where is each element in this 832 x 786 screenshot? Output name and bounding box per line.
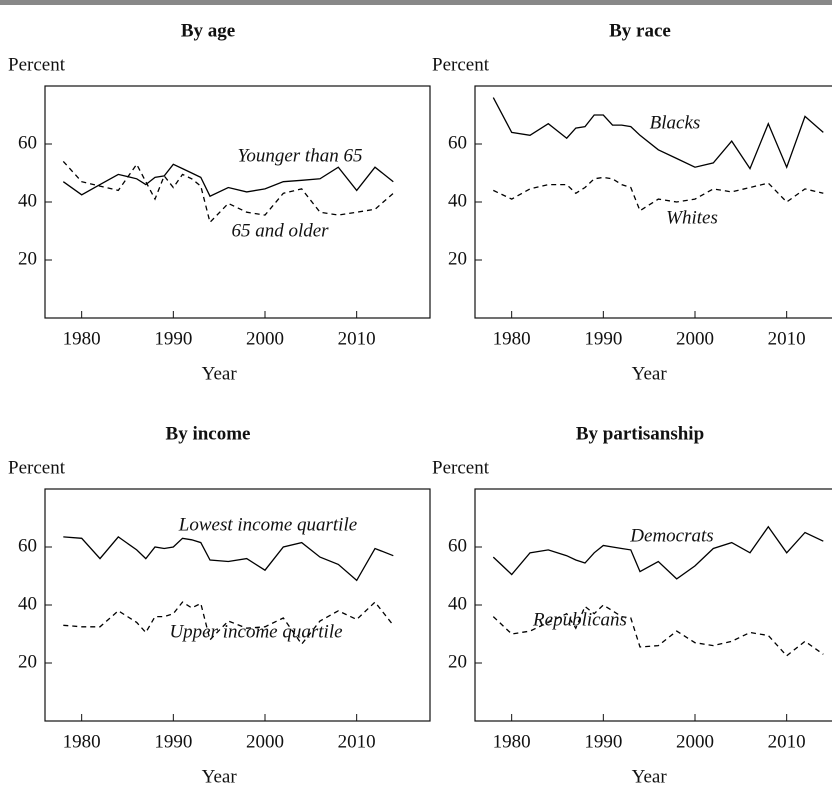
- series-label: Democrats: [629, 525, 713, 546]
- x-tick-label: 1990: [584, 328, 622, 349]
- x-tick-label: 2000: [676, 731, 714, 752]
- y-tick-label: 60: [18, 132, 37, 153]
- x-axis-label: Year: [202, 766, 238, 786]
- series-line: [62, 160, 394, 224]
- chart-title: By race: [609, 20, 671, 41]
- x-axis-label: Year: [632, 363, 668, 384]
- top-bar: [0, 0, 832, 5]
- y-axis-label: Percent: [432, 457, 490, 478]
- x-tick-label: 1980: [63, 731, 101, 752]
- y-tick-label: 40: [448, 190, 467, 211]
- x-tick-label: 1980: [493, 328, 531, 349]
- y-tick-label: 20: [18, 248, 37, 269]
- y-tick-label: 20: [448, 651, 467, 672]
- x-tick-label: 2000: [246, 731, 284, 752]
- y-axis-label: Percent: [432, 54, 490, 75]
- series-line: [62, 163, 394, 198]
- y-tick-label: 20: [448, 248, 467, 269]
- series-label: Blacks: [650, 112, 701, 133]
- y-axis-label: Percent: [8, 54, 66, 75]
- series-line: [63, 601, 394, 646]
- x-tick-label: 2010: [768, 328, 806, 349]
- series-line: [492, 97, 824, 170]
- series-line: [492, 525, 824, 580]
- plot-frame: [44, 85, 431, 319]
- y-tick-label: 40: [448, 593, 467, 614]
- series-label: Whites: [666, 207, 718, 228]
- x-axis-label: Year: [632, 766, 668, 786]
- chart-title: By age: [181, 20, 235, 41]
- y-tick-label: 60: [448, 132, 467, 153]
- series-line: [493, 176, 824, 212]
- series-label: Upper income quartile: [169, 621, 342, 642]
- y-tick-label: 40: [18, 593, 37, 614]
- x-tick-label: 2010: [338, 328, 376, 349]
- x-axis-label: Year: [202, 363, 238, 384]
- x-tick-label: 2010: [768, 731, 806, 752]
- series-line: [63, 536, 394, 582]
- series-label: Younger than 65: [238, 145, 363, 166]
- series-label: Republicans: [532, 609, 627, 630]
- y-tick-label: 40: [18, 190, 37, 211]
- plot-frame: [474, 488, 832, 722]
- x-tick-label: 1990: [584, 731, 622, 752]
- x-tick-label: 2000: [676, 328, 714, 349]
- x-tick-label: 2000: [246, 328, 284, 349]
- series-label: 65 and older: [231, 220, 329, 241]
- x-tick-label: 1980: [493, 731, 531, 752]
- y-tick-label: 60: [448, 535, 467, 556]
- chart-title: By partisanship: [576, 423, 704, 444]
- x-tick-label: 1980: [63, 328, 101, 349]
- chart-title: By income: [166, 423, 251, 444]
- x-tick-label: 1990: [154, 328, 192, 349]
- x-tick-label: 1990: [154, 731, 192, 752]
- series-label: Lowest income quartile: [178, 514, 357, 535]
- series-line: [492, 604, 824, 657]
- x-tick-label: 2010: [338, 731, 376, 752]
- y-axis-label: Percent: [8, 457, 66, 478]
- y-tick-label: 60: [18, 535, 37, 556]
- y-tick-label: 20: [18, 651, 37, 672]
